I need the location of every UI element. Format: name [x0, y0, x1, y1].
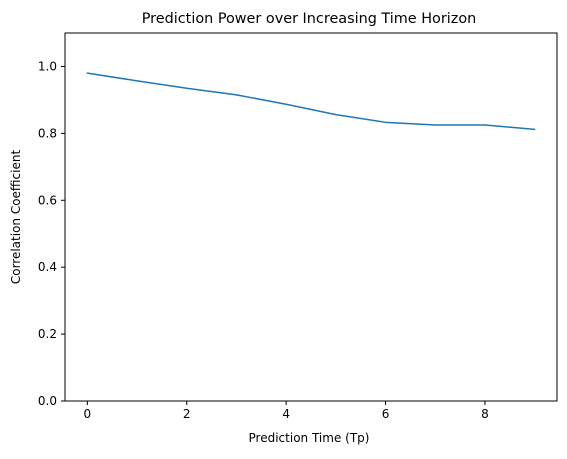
plot-frame	[64, 32, 558, 402]
series-line	[86, 72, 536, 131]
plot-area	[86, 72, 536, 131]
y-tick-label: 0.2	[38, 327, 57, 341]
y-tick-label: 1.0	[38, 59, 57, 73]
chart-title: Prediction Power over Increasing Time Ho…	[142, 11, 477, 27]
y-tick-label: 0.6	[38, 193, 57, 207]
x-tick-label: 2	[183, 407, 191, 421]
x-tick-label: 4	[282, 407, 290, 421]
y-tick-label: 0.0	[38, 394, 57, 408]
y-axis-label: Correlation Coefficient	[9, 150, 23, 285]
x-tick-label: 0	[84, 407, 92, 421]
y-tick-label: 0.8	[38, 126, 57, 140]
x-tick-label: 8	[481, 407, 489, 421]
x-tick-label: 6	[382, 407, 390, 421]
x-axis-label: Prediction Time (Tp)	[249, 431, 370, 445]
y-axis: 0.0 0.2 0.4 0.6 0.8 1.0	[38, 59, 65, 408]
y-tick-label: 0.4	[38, 260, 57, 274]
x-axis: 0 2 4 6 8	[84, 401, 489, 421]
